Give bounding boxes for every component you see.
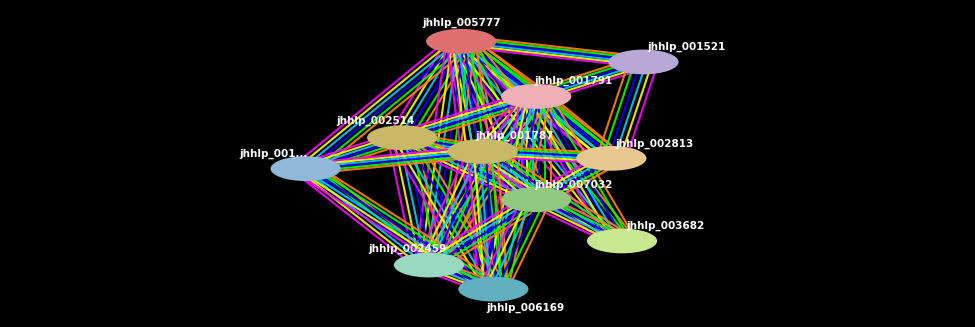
Text: jhhlp_007032: jhhlp_007032 xyxy=(534,180,613,190)
Circle shape xyxy=(426,29,496,54)
Text: jhhlp_001...: jhhlp_001... xyxy=(239,149,308,159)
Circle shape xyxy=(367,125,437,150)
Text: jhhlp_001791: jhhlp_001791 xyxy=(534,76,613,86)
Text: jhhlp_001521: jhhlp_001521 xyxy=(647,41,725,52)
Text: jhhlp_003682: jhhlp_003682 xyxy=(626,221,704,231)
Text: jhhlp_001787: jhhlp_001787 xyxy=(476,131,554,141)
Circle shape xyxy=(576,146,646,171)
Circle shape xyxy=(394,253,464,277)
Circle shape xyxy=(608,50,679,74)
Text: jhhlp_005777: jhhlp_005777 xyxy=(422,17,500,27)
Text: jhhlp_006169: jhhlp_006169 xyxy=(487,303,565,313)
Circle shape xyxy=(458,277,528,301)
Circle shape xyxy=(448,139,518,164)
Circle shape xyxy=(501,84,571,109)
Circle shape xyxy=(501,187,571,212)
Text: jhhlp_002459: jhhlp_002459 xyxy=(369,244,447,254)
Text: jhhlp_002813: jhhlp_002813 xyxy=(615,138,693,149)
Circle shape xyxy=(271,156,341,181)
Text: jhhlp_002514: jhhlp_002514 xyxy=(336,116,414,126)
Circle shape xyxy=(587,229,657,253)
